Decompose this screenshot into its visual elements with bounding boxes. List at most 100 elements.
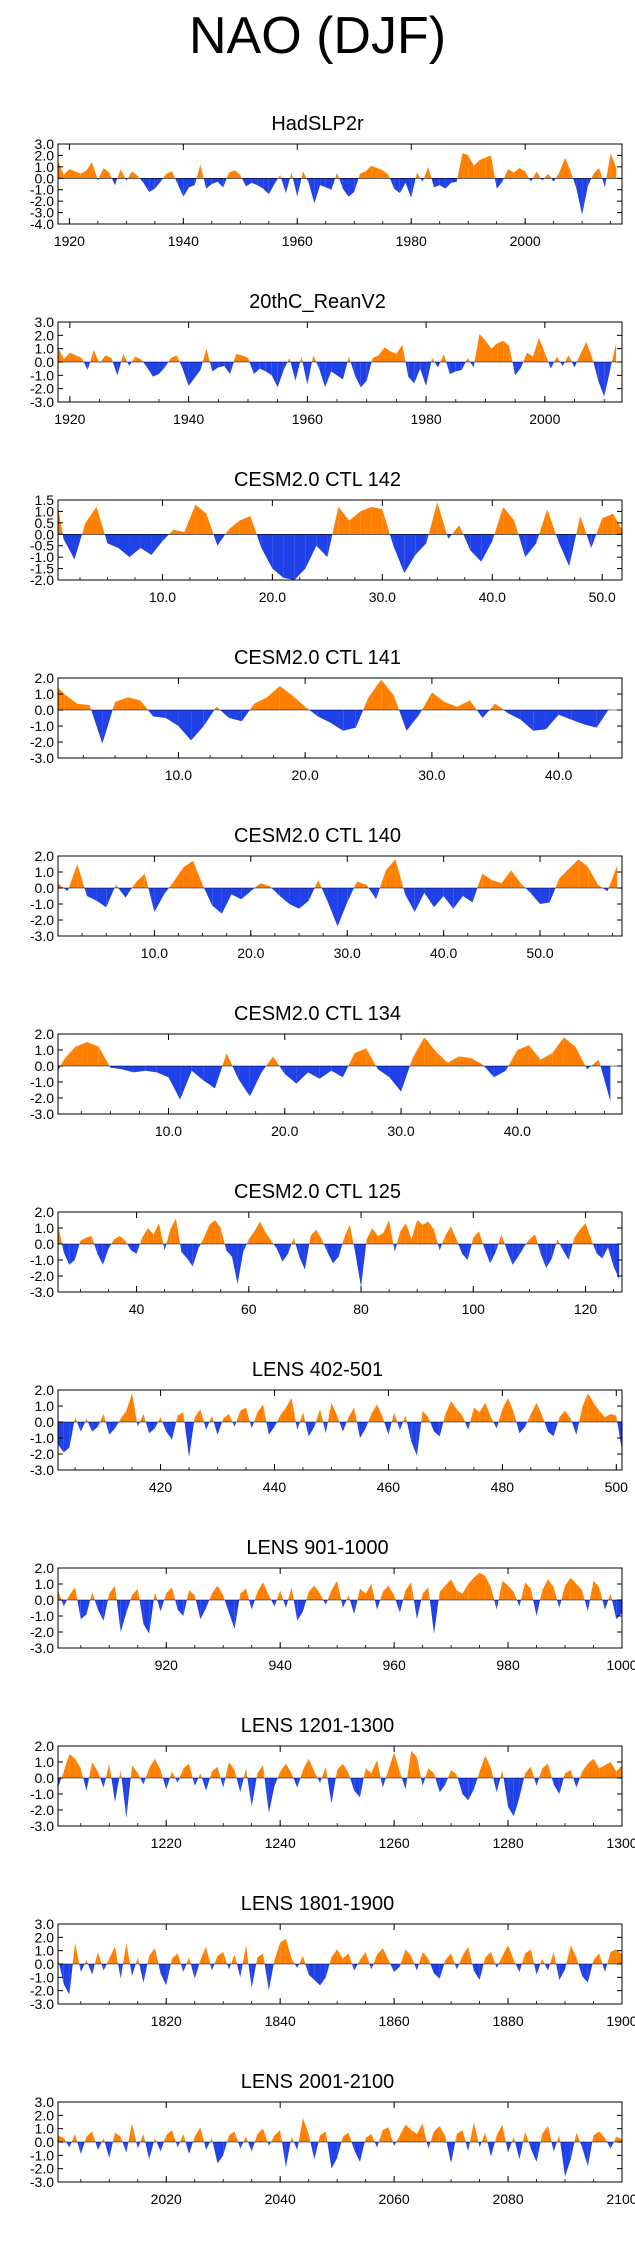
positive-area (417, 1220, 423, 1244)
x-tick-label: 460 (377, 1479, 401, 1495)
negative-area (204, 2142, 207, 2150)
positive-area (92, 2131, 96, 2142)
negative-area (342, 1066, 349, 1078)
positive-area (192, 2136, 195, 2142)
positive-area (530, 1588, 534, 1600)
positive-area (514, 520, 519, 535)
positive-area (338, 506, 350, 535)
negative-area (374, 2142, 378, 2148)
positive-area (502, 1945, 509, 1964)
y-tick-label: -1.0 (30, 367, 54, 383)
positive-area (405, 1223, 412, 1244)
x-tick-label: 1860 (379, 2013, 410, 2029)
negative-area (191, 1066, 204, 1081)
positive-area (285, 1763, 292, 1778)
x-tick-label: 420 (149, 1479, 173, 1495)
negative-area (203, 1066, 215, 1089)
negative-area (359, 1422, 366, 1438)
negative-area (224, 1600, 229, 1613)
negative-area (317, 1778, 321, 1783)
positive-area (456, 1774, 458, 1778)
positive-area (422, 1221, 429, 1244)
positive-area (565, 1577, 571, 1600)
negative-area (359, 1778, 364, 1798)
negative-area (563, 1244, 569, 1260)
positive-area (542, 2126, 548, 2142)
positive-area (490, 1417, 494, 1422)
negative-area (565, 1964, 567, 1970)
positive-area (553, 1952, 557, 1964)
negative-area (279, 888, 290, 904)
negative-area (320, 1778, 322, 1783)
negative-area (228, 1964, 231, 1970)
positive-area (473, 160, 480, 179)
positive-area (168, 881, 174, 888)
negative-area (63, 888, 68, 892)
positive-area (474, 334, 480, 362)
negative-area (405, 888, 415, 912)
positive-area (445, 1579, 452, 1600)
positive-area (153, 1592, 155, 1600)
y-tick-label: -1.0 (30, 1074, 54, 1090)
positive-area (409, 1058, 413, 1066)
positive-area (292, 695, 306, 710)
positive-area (399, 1771, 402, 1778)
negative-area (350, 362, 355, 376)
positive-area (444, 1960, 446, 1964)
positive-area (447, 1770, 452, 1778)
negative-area (610, 362, 612, 370)
y-tick-label: -3.0 (30, 1106, 54, 1122)
positive-area (240, 174, 243, 179)
negative-area (327, 2142, 332, 2169)
positive-area (58, 506, 63, 535)
negative-area (62, 534, 64, 539)
positive-area (377, 1232, 384, 1244)
y-tick-label: 1.5 (35, 492, 55, 508)
positive-area (171, 1953, 178, 1964)
negative-area (137, 1422, 140, 1427)
positive-area (462, 1584, 469, 1600)
negative-area (343, 710, 356, 731)
positive-area (97, 1771, 101, 1778)
negative-area (445, 178, 452, 189)
positive-area (563, 1037, 576, 1066)
negative-area (217, 534, 226, 546)
negative-area (83, 362, 88, 370)
negative-area (487, 2142, 491, 2157)
positive-area (222, 1053, 227, 1066)
positive-area (421, 692, 432, 710)
negative-area (419, 710, 422, 715)
negative-area (268, 1422, 275, 1435)
negative-area (354, 2142, 360, 2162)
negative-area (190, 1964, 195, 1979)
negative-area (490, 2142, 495, 2157)
positive-area (135, 1957, 138, 1964)
negative-area (117, 362, 122, 376)
x-tick-label: 2020 (151, 2191, 182, 2207)
negative-area (587, 2142, 593, 2166)
negative-area (83, 1778, 87, 1791)
negative-area (479, 2142, 482, 2148)
negative-area (465, 1422, 469, 1430)
negative-area (604, 1964, 608, 1972)
negative-area (195, 1600, 201, 1620)
chart-title: LENS 2001-2100 (240, 2071, 395, 2093)
positive-area (457, 700, 470, 710)
negative-area (394, 2142, 397, 2146)
negative-area (523, 1244, 527, 1248)
positive-area (342, 1763, 349, 1778)
negative-area (126, 178, 128, 181)
positive-area (610, 1949, 617, 1964)
negative-area (99, 362, 101, 364)
positive-area (105, 1763, 110, 1778)
y-tick-label: 2.0 (35, 1738, 55, 1754)
positive-area (198, 1773, 201, 1778)
negative-area (102, 1244, 109, 1265)
positive-area (588, 867, 598, 888)
negative-area (217, 1422, 223, 1435)
positive-area (421, 1410, 423, 1422)
positive-area (301, 356, 303, 362)
negative-area (156, 2142, 161, 2152)
negative-area (394, 1244, 397, 1252)
positive-area (141, 359, 144, 362)
